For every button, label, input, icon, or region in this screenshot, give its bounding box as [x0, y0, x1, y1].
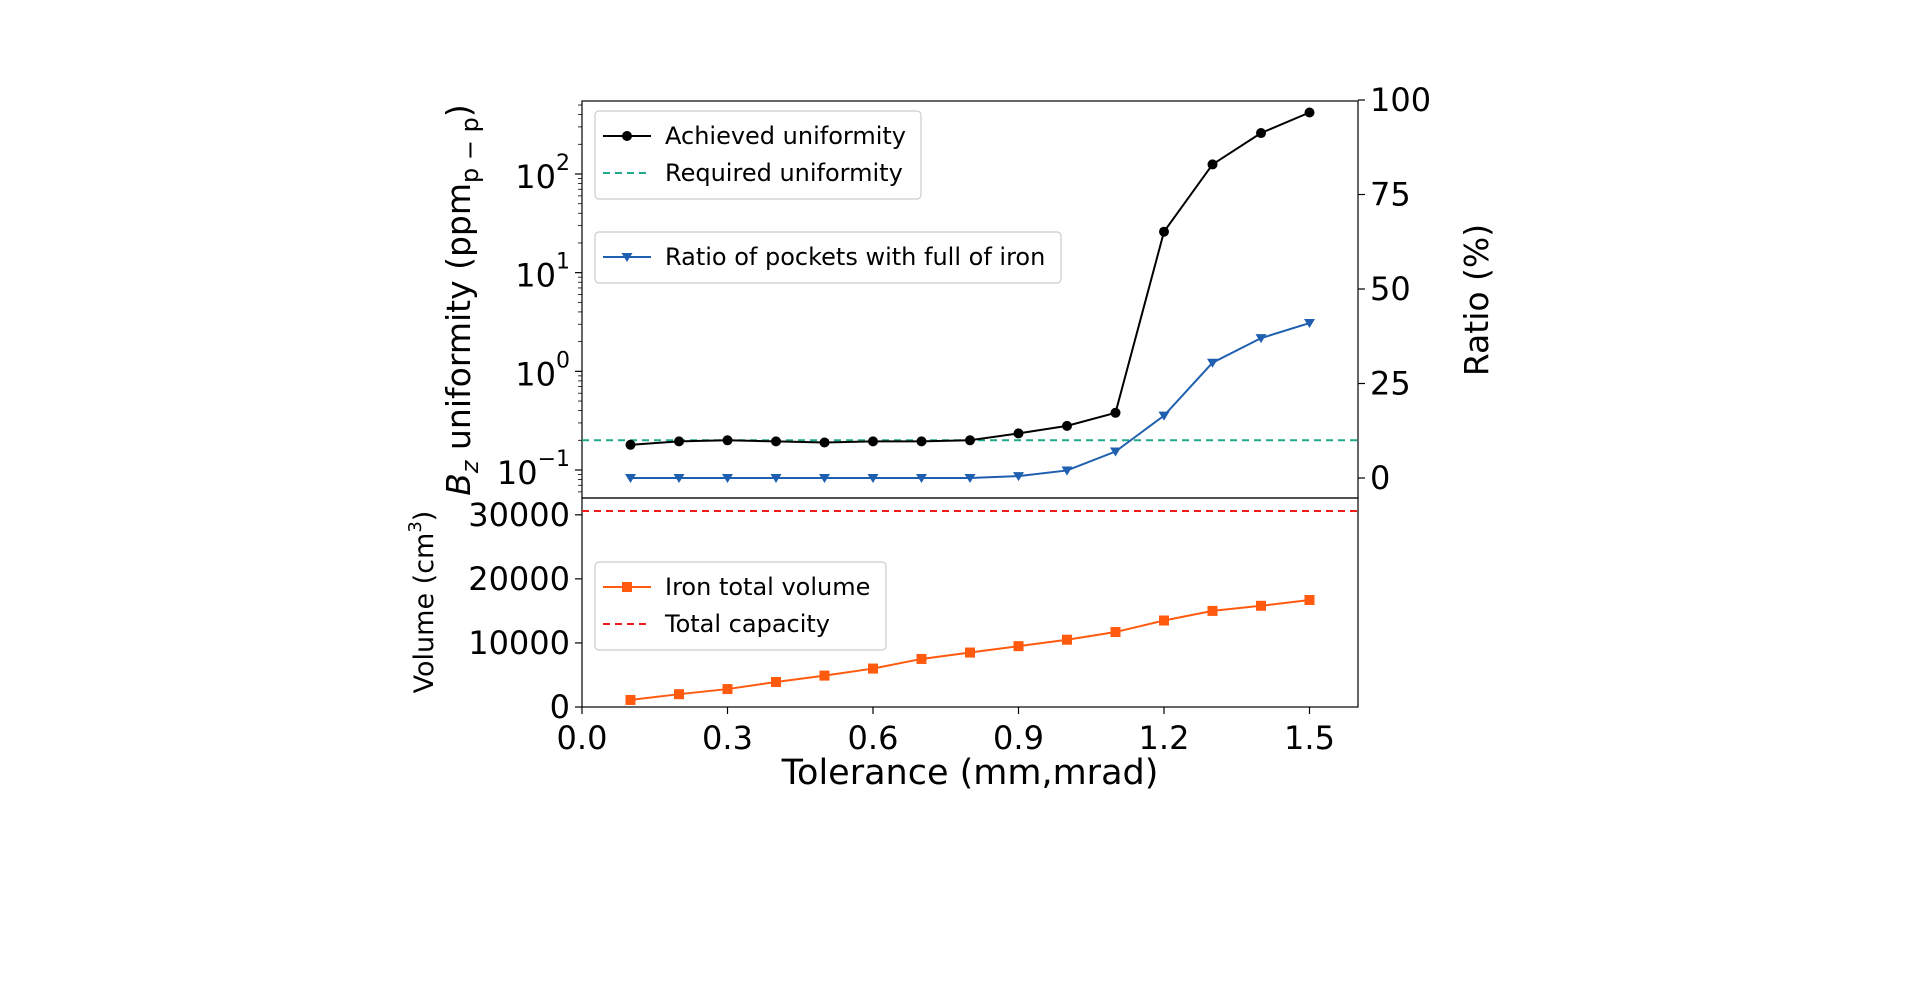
- y-right-axis-label: Ratio (%): [1457, 224, 1496, 376]
- achieved-uniformity-point: [771, 436, 781, 447]
- ratio-point: [770, 474, 782, 483]
- y-left-tick-label: 101: [515, 250, 570, 295]
- ratio-point: [1207, 358, 1218, 368]
- top-axes: 10−1 100 101 102 0 25 50 75 100: [497, 81, 1431, 499]
- y-bottom-tick-label: 30000: [468, 496, 570, 534]
- ratio-point: [916, 474, 927, 483]
- achieved-uniformity-point: [868, 436, 878, 447]
- achieved-uniformity-point: [1013, 428, 1024, 439]
- iron-volume-point: [674, 689, 684, 700]
- legend-label: Iron total volume: [665, 573, 870, 601]
- bottom-axes: 0 10000 20000 30000 0.0 0.3 0.6 0.9 1.2 1.5: [468, 496, 1359, 757]
- legend-marker: [622, 131, 632, 141]
- iron-volume-point: [819, 670, 830, 681]
- x-tick-label: 1.2: [1139, 719, 1190, 757]
- iron-volume-point: [1207, 605, 1218, 616]
- x-tick-label: 0.0: [557, 719, 608, 757]
- y-right-tick-label: 50: [1370, 270, 1411, 308]
- ratio-point: [1110, 447, 1121, 457]
- iron-volume-point: [1159, 615, 1169, 626]
- achieved-uniformity-point: [916, 436, 927, 447]
- y-bottom-tick-label: 0: [550, 688, 570, 726]
- iron-volume-point: [771, 677, 781, 688]
- y-left-tick-label: 10−1: [497, 447, 570, 492]
- x-tick-label: 0.9: [993, 719, 1044, 757]
- ratio-point: [1158, 411, 1170, 421]
- legend-marker: [622, 582, 632, 592]
- ratio-line: [630, 322, 1310, 479]
- ratio-point: [673, 474, 685, 483]
- y-left-tick-label: 102: [515, 151, 570, 196]
- legend-volume-box: [594, 561, 887, 651]
- x-tick-label: 1.5: [1284, 719, 1335, 757]
- achieved-uniformity-point: [1256, 128, 1266, 139]
- iron-volume-point: [1304, 595, 1315, 606]
- ratio-point: [1255, 334, 1267, 344]
- legend-label: Ratio of pockets with full of iron: [665, 243, 1045, 271]
- y-right-tick-label: 25: [1370, 365, 1411, 403]
- iron-volume-point: [1013, 641, 1024, 652]
- achieved-uniformity-point: [819, 437, 830, 448]
- y-left-axis-label: Bz uniformity (ppmp − p): [439, 104, 484, 495]
- ratio-point: [1061, 466, 1073, 476]
- bottom-axes-frame: [581, 497, 1359, 708]
- legend-ratio: Ratio of pockets with full of iron: [594, 231, 1062, 284]
- ratio-point: [1304, 319, 1315, 329]
- legend-label: Total capacity: [664, 610, 830, 638]
- achieved-uniformity-point: [1062, 420, 1072, 431]
- legends: Achieved uniformity Required uniformity Ra…: [594, 110, 1062, 651]
- y-left-tick-label: 100: [515, 348, 570, 393]
- axis-labels: Tolerance (mm,mrad) Bz uniformity (ppmp −…: [405, 104, 1496, 793]
- iron-volume-point: [1256, 600, 1266, 611]
- y-right-tick-label: 0: [1370, 459, 1390, 497]
- x-axis-label: Tolerance (mm,mrad): [781, 753, 1159, 793]
- y-bottom-tick-label: 10000: [468, 624, 570, 662]
- ratio-point: [867, 474, 879, 483]
- legend-label: Achieved uniformity: [665, 122, 906, 150]
- y-right-tick-label: 75: [1370, 176, 1411, 214]
- ratio-point: [964, 474, 976, 483]
- legend-ratio-box: [594, 231, 1062, 284]
- legend-uniformity: Achieved uniformity Required uniformity: [594, 110, 922, 200]
- iron-volume-point: [916, 653, 927, 664]
- ratio-point: [819, 474, 830, 483]
- x-tick-label: 0.3: [702, 719, 753, 757]
- achieved-uniformity-point: [1110, 407, 1121, 418]
- achieved-uniformity-point: [625, 439, 636, 450]
- x-tick-label: 0.6: [848, 719, 899, 757]
- achieved-uniformity-point: [1304, 107, 1315, 118]
- y-bottom-axis-label: Volume (cm3): [405, 511, 440, 694]
- achieved-uniformity-point: [674, 436, 684, 447]
- ratio-point: [625, 474, 636, 483]
- achieved-uniformity-point: [1207, 159, 1218, 170]
- iron-volume-point: [625, 694, 636, 705]
- achieved-uniformity-point: [1159, 226, 1169, 237]
- iron-volume-point: [868, 663, 878, 674]
- y-right-tick-label: 100: [1370, 81, 1431, 119]
- legend-uniformity-box: [594, 110, 922, 200]
- legend-label: Required uniformity: [665, 159, 903, 187]
- achieved-uniformity-point: [722, 435, 733, 446]
- legend-marker: [621, 253, 633, 262]
- y-bottom-tick-label: 20000: [468, 560, 570, 598]
- iron-volume-point: [965, 647, 975, 658]
- ratio-point: [722, 474, 733, 483]
- iron-volume-point: [722, 684, 733, 695]
- ratio-point: [1013, 472, 1024, 482]
- iron-volume-point: [1110, 627, 1121, 638]
- iron-volume-point: [1062, 634, 1072, 645]
- legend-volume: Iron total volume Total capacity: [594, 561, 887, 651]
- achieved-uniformity-point: [965, 435, 975, 446]
